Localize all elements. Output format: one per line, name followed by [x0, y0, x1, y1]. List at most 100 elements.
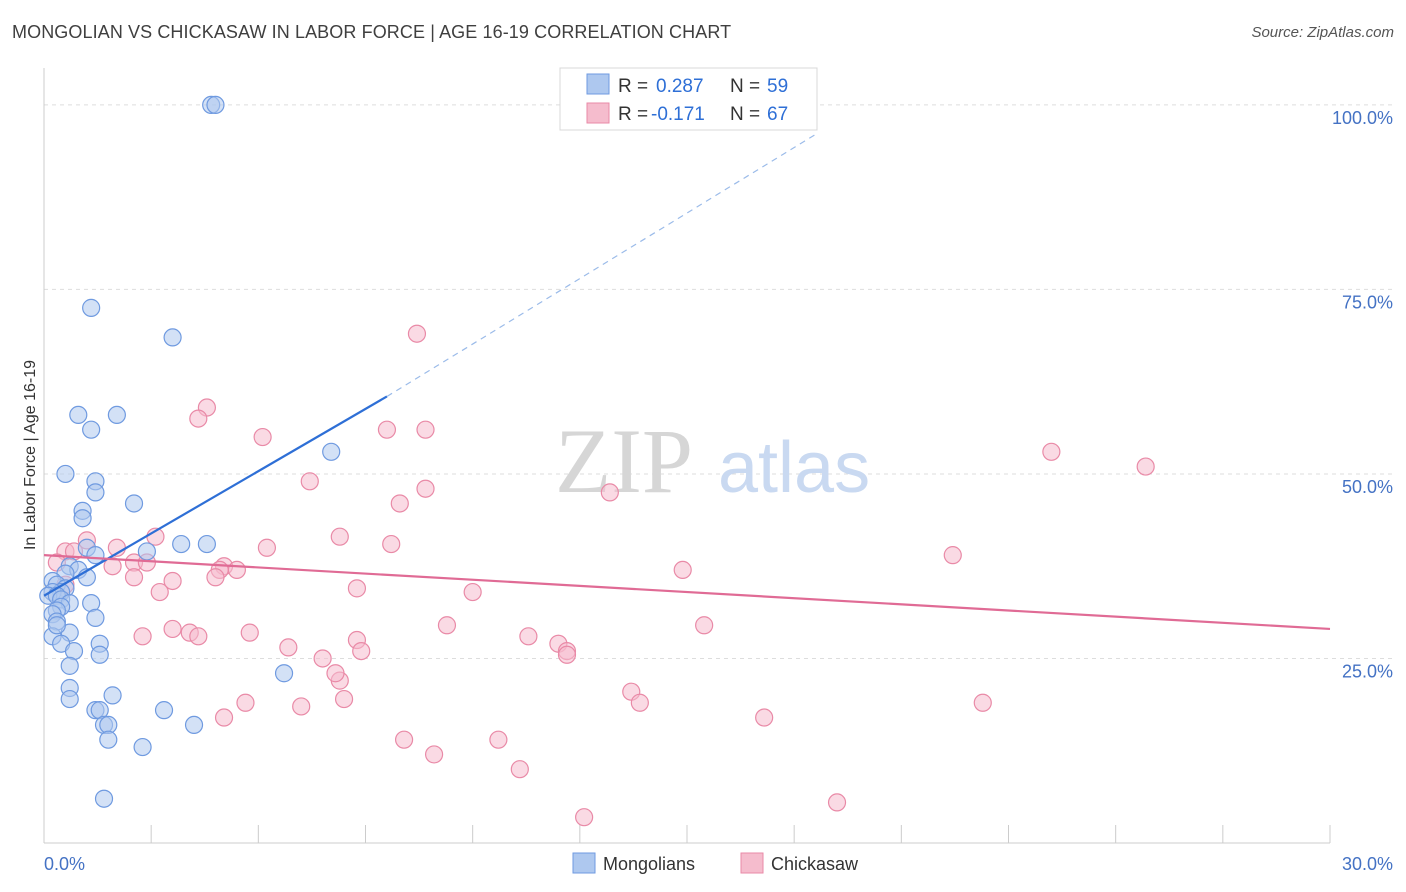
point-chickasaw-9: [416, 479, 435, 498]
point-chickasaw-55: [292, 697, 311, 716]
point-mongolians-10: [86, 483, 105, 502]
trend-line-mongolians: [43, 395, 388, 597]
point-chickasaw-10: [600, 483, 619, 502]
legend-swatch-chickasaw: [586, 102, 610, 124]
point-chickasaw-65: [214, 708, 234, 727]
legend-r-value-chickasaw: -0.171: [651, 104, 705, 125]
legend-r-label-mongolians: R =: [618, 76, 648, 97]
watermark: ZIP atlas: [555, 410, 870, 512]
point-chickasaw-63: [827, 793, 847, 812]
point-chickasaw-49: [313, 649, 332, 668]
y-tick-label-2: 50.0%: [1342, 477, 1393, 497]
legend-r-label-chickasaw: R =: [618, 104, 648, 125]
chart-title: MONGOLIAN VS CHICKASAW IN LABOR FORCE | …: [12, 22, 732, 42]
y-tick-label-0: 100.0%: [1332, 108, 1393, 128]
point-chickasaw-48: [352, 641, 371, 661]
y-tick-labels: 100.0% 75.0% 50.0% 25.0%: [1332, 108, 1393, 682]
point-chickasaw-64: [575, 808, 594, 827]
point-chickasaw-47: [279, 638, 298, 657]
trend-line-mongolians-extension: [386, 133, 816, 397]
point-chickasaw-7: [1136, 457, 1155, 476]
point-chickasaw-6: [1042, 442, 1061, 461]
point-mongolians-44: [60, 656, 79, 675]
point-chickasaw-34: [463, 582, 482, 602]
point-chickasaw-56: [630, 693, 649, 712]
legend-n-label-chickasaw: N =: [730, 104, 760, 125]
point-mongolians-43: [90, 645, 109, 664]
point-chickasaw-15: [257, 538, 277, 557]
x-tick-marks: [43, 825, 1331, 843]
point-mongolians-50: [154, 701, 174, 720]
legend-n-label-mongolians: N =: [730, 76, 760, 97]
legend-bottom-label-mongolians: Mongolians: [603, 854, 695, 874]
point-chickasaw-11: [390, 494, 409, 513]
legend-n-value-chickasaw: 67: [767, 104, 788, 125]
trend-line-chickasaw: [43, 554, 1331, 631]
point-mongolians-37: [86, 608, 105, 627]
point-chickasaw-59: [394, 730, 414, 749]
y-tick-label-3: 25.0%: [1342, 661, 1393, 681]
legend-bottom-swatch-mongolians: [572, 852, 596, 874]
trend-lines: [43, 133, 1331, 631]
chart-source: Source: ZipAtlas.com: [1251, 24, 1394, 41]
point-chickasaw-38: [163, 619, 182, 639]
watermark-zip: ZIP: [555, 410, 693, 512]
point-mongolians-58: [47, 616, 66, 635]
point-chickasaw-27: [673, 560, 692, 580]
point-mongolians-2: [82, 298, 101, 317]
x-tick-label-1: 30.0%: [1342, 854, 1393, 874]
point-chickasaw-12: [330, 527, 349, 546]
point-chickasaw-44: [133, 627, 152, 646]
point-mongolians-54: [99, 730, 118, 749]
point-chickasaw-58: [973, 693, 992, 712]
point-chickasaw-62: [510, 760, 529, 779]
point-chickasaw-43: [519, 627, 538, 646]
point-mongolians-45: [274, 664, 294, 683]
y-tick-label-1: 75.0%: [1342, 292, 1393, 312]
point-mongolians-55: [133, 737, 152, 757]
point-chickasaw-14: [382, 534, 401, 554]
point-chickasaw-26: [103, 557, 122, 576]
point-chickasaw-3: [253, 427, 272, 447]
point-mongolians-13: [73, 509, 92, 528]
point-mongolians-11: [124, 494, 144, 513]
point-mongolians-14: [172, 534, 191, 554]
grid-lines: [44, 104, 1395, 659]
point-chickasaw-41: [189, 627, 208, 646]
point-chickasaw-2: [189, 409, 208, 428]
point-chickasaw-4: [377, 420, 397, 439]
point-chickasaw-5: [416, 420, 435, 439]
point-chickasaw-0: [407, 324, 427, 343]
point-chickasaw-20: [943, 546, 962, 565]
point-chickasaw-35: [150, 582, 169, 602]
point-mongolians-47: [103, 686, 122, 705]
point-chickasaw-37: [437, 616, 457, 635]
point-chickasaw-60: [489, 730, 508, 749]
point-chickasaw-28: [227, 560, 246, 580]
x-tick-label-0: 0.0%: [44, 854, 85, 874]
point-chickasaw-8: [300, 472, 319, 491]
series-chickasaw-points: [47, 324, 1155, 827]
legend-n-value-mongolians: 59: [767, 76, 788, 97]
point-chickasaw-51: [557, 645, 577, 664]
legend-swatch-mongolians: [586, 73, 610, 95]
point-mongolians-1: [206, 95, 225, 115]
point-mongolians-6: [82, 420, 101, 439]
point-mongolians-57: [94, 789, 114, 808]
point-chickasaw-61: [424, 745, 444, 764]
point-chickasaw-31: [163, 571, 182, 591]
point-mongolians-4: [69, 405, 88, 425]
legend-bottom-label-chickasaw: Chickasaw: [771, 854, 859, 874]
point-mongolians-5: [107, 405, 126, 425]
point-mongolians-17: [137, 542, 156, 561]
point-mongolians-8: [56, 464, 75, 484]
point-mongolians-15: [197, 534, 216, 554]
point-chickasaw-54: [236, 693, 255, 712]
point-chickasaw-66: [326, 664, 345, 683]
point-chickasaw-33: [347, 579, 367, 598]
point-mongolians-53: [184, 715, 204, 735]
point-chickasaw-57: [755, 708, 774, 727]
point-chickasaw-36: [695, 616, 714, 635]
x-tick-labels: 0.0% 30.0%: [44, 854, 1393, 874]
